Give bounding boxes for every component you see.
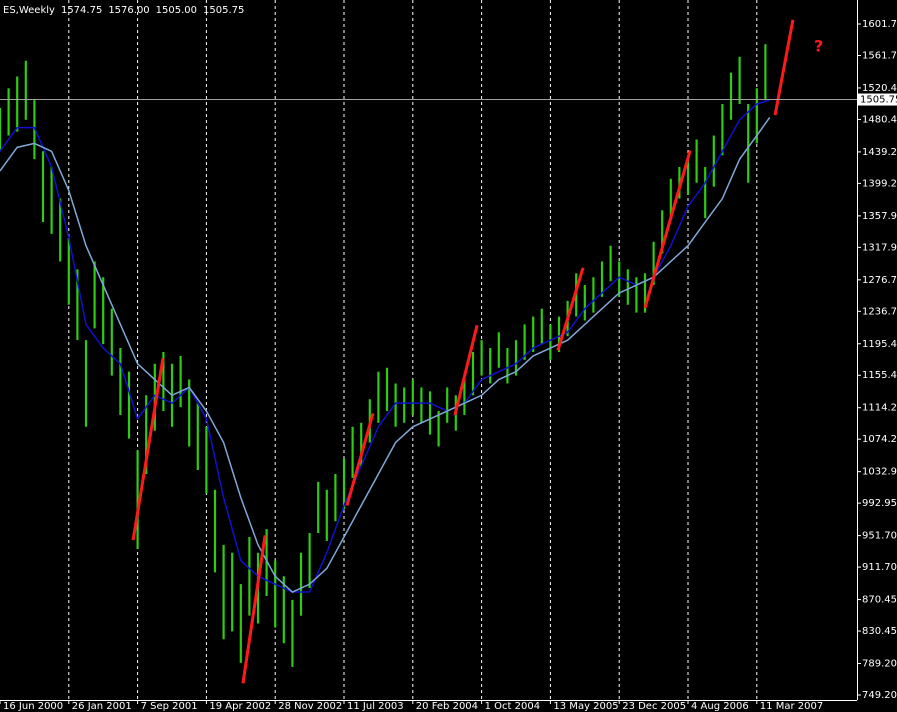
trend-line (131, 358, 165, 541)
y-tick-label: 1561.70 (862, 50, 897, 61)
y-tick-label: 1601.70 (862, 19, 897, 30)
x-tick-label: 13 May 2005 (553, 701, 618, 712)
header-symbol: ES,Weekly (3, 5, 55, 16)
x-tick-label: 26 Jan 2001 (72, 701, 132, 712)
y-tick-label: 1317.95 (862, 242, 897, 253)
y-tick-label: 1480.45 (862, 114, 897, 125)
y-tick-label: 1399.20 (862, 178, 897, 189)
trend-line (643, 150, 692, 309)
trend-line (241, 535, 267, 684)
y-tick-label: 1439.20 (862, 147, 897, 158)
trend-line (345, 412, 375, 506)
current-price-label: 1505.75 (860, 95, 897, 106)
y-tick-label: 1357.95 (862, 211, 897, 222)
x-tick-label: 11 Mar 2007 (760, 701, 823, 712)
y-tick-label: 1195.45 (862, 339, 897, 350)
y-tick-label: 1114.20 (862, 403, 897, 414)
trend-line (556, 267, 585, 351)
y-tick-label: 789.20 (862, 659, 897, 670)
x-tick-label: 23 Dec 2005 (622, 701, 686, 712)
y-tick-label: 1520.45 (862, 83, 897, 94)
x-tick-label: 19 Apr 2002 (209, 701, 271, 712)
y-tick-label: 911.70 (862, 562, 897, 573)
x-tick-label: 16 Jun 2000 (3, 701, 63, 712)
y-tick-label: 1155.45 (862, 370, 897, 381)
y-tick-label: 1276.70 (862, 275, 897, 286)
annotation: ? (814, 37, 823, 56)
y-tick-label: 870.45 (862, 595, 897, 606)
x-tick-label: 1 Oct 2004 (485, 701, 540, 712)
header-value: 1576.00 (108, 5, 149, 16)
x-tick-label: 28 Nov 2002 (278, 701, 342, 712)
y-tick-label: 992.95 (862, 498, 897, 509)
x-tick-label: 20 Feb 2004 (416, 701, 478, 712)
y-tick-label: 951.70 (862, 531, 897, 542)
current-price-box (858, 93, 897, 106)
x-tick-label: 7 Sep 2001 (141, 701, 198, 712)
header-value: 1574.75 (61, 5, 102, 16)
chart-header: ES,Weekly 1574.75 1576.00 1505.00 1505.75 (3, 5, 244, 16)
y-tick-label: 1032.95 (862, 467, 897, 478)
moving-average (0, 116, 771, 593)
header-value: 1505.75 (203, 5, 244, 16)
y-tick-label: 1074.20 (862, 434, 897, 445)
x-tick-label: 4 Aug 2006 (691, 701, 749, 712)
trend-line (453, 324, 479, 416)
y-tick-label: 1236.70 (862, 306, 897, 317)
y-tick-label: 749.20 (862, 690, 897, 701)
header-value: 1505.00 (156, 5, 197, 16)
x-tick-label: 11 Jul 2003 (347, 701, 404, 712)
y-tick-label: 830.45 (862, 626, 897, 637)
